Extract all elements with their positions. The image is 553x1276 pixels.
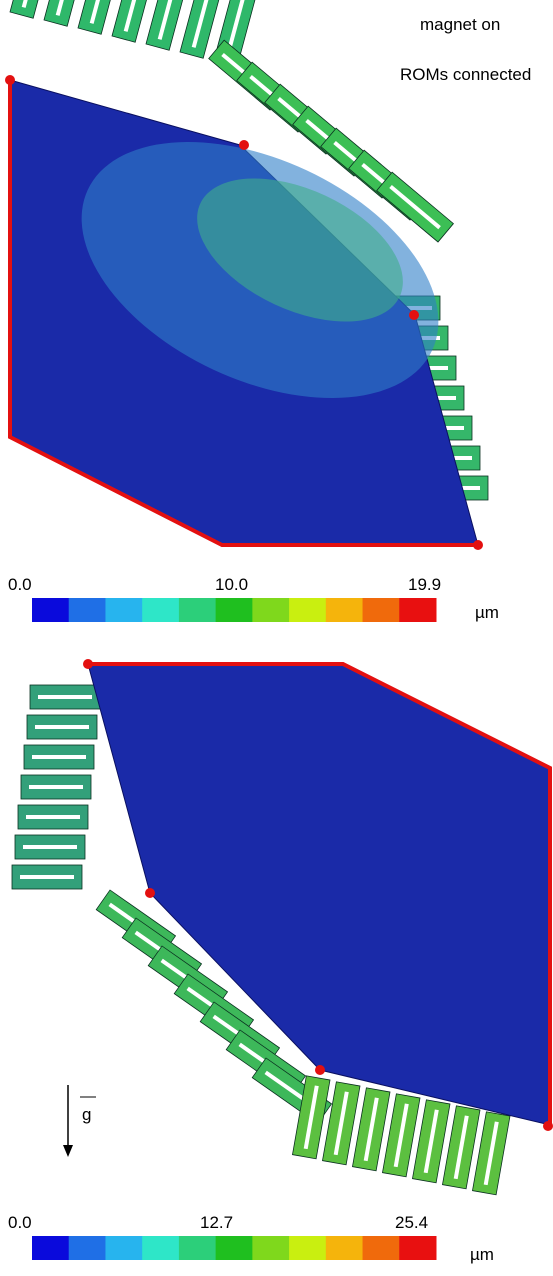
colorbar [32, 598, 437, 622]
colorbar-segment [68, 1236, 106, 1260]
deformation-field [197, 178, 403, 322]
finger-gap [393, 1103, 409, 1168]
finger [376, 171, 454, 243]
finger-gap [423, 1109, 439, 1174]
colorbar-segment [32, 1236, 70, 1260]
anchor-points [5, 75, 483, 550]
colorbar-max: 19.9 [408, 575, 441, 594]
finger-gap [55, 0, 77, 16]
colorbar-segment [362, 598, 400, 622]
finger-gap [389, 184, 441, 230]
status-label: magnet on [420, 15, 500, 34]
colorbar-segment [178, 598, 217, 622]
colorbar-segment [142, 1236, 180, 1260]
finger-gap [225, 0, 247, 56]
finger-gap [333, 1091, 349, 1156]
colorbar-segment [105, 598, 143, 622]
boundary [88, 662, 552, 1125]
finger [179, 0, 225, 59]
colorbar-segment [252, 1236, 290, 1260]
finger [145, 0, 191, 51]
colorbar-mid: 12.7 [200, 1213, 233, 1232]
finger-gap [157, 0, 179, 40]
finger-body [43, 0, 89, 27]
colorbar-segment [399, 598, 437, 622]
finger-gap [29, 785, 83, 789]
finger-body [77, 0, 123, 35]
finger [472, 1111, 511, 1196]
finger-gap [453, 1115, 469, 1180]
colorbar-segment [252, 598, 290, 622]
gravity-label: g [82, 1105, 91, 1124]
status-label: ROMs connected [400, 65, 531, 84]
colorbar-segment [142, 598, 180, 622]
finger [352, 1087, 391, 1172]
finger [412, 1099, 451, 1184]
colorbar-segment [32, 598, 70, 622]
finger [43, 0, 89, 27]
finger-gap [23, 845, 77, 849]
colorbar-max: 25.4 [395, 1213, 428, 1232]
colorbar-unit: µm [475, 603, 499, 622]
gravity-arrowhead [63, 1145, 73, 1157]
finger-gap [483, 1121, 499, 1186]
finger-gap [89, 0, 111, 24]
finger-body [9, 0, 55, 19]
finger [26, 714, 98, 740]
finger-gap [26, 815, 80, 819]
finger [17, 804, 89, 830]
finger-gap [363, 1097, 379, 1162]
colorbar-segment [399, 1236, 437, 1260]
colorbar-segment [215, 598, 253, 622]
colorbar-segment [325, 1236, 364, 1260]
finger [442, 1105, 481, 1190]
finger-gap [191, 0, 213, 48]
finger [20, 774, 92, 800]
colorbar-segment [325, 598, 364, 622]
finger-gap [38, 695, 92, 699]
anchor-points [83, 659, 553, 1131]
finger [14, 834, 86, 860]
colorbar-segment [215, 1236, 253, 1260]
finger [9, 0, 55, 19]
finger-gap [303, 1085, 319, 1150]
colorbar-mid: 10.0 [215, 575, 248, 594]
finger [23, 744, 95, 770]
finger [292, 1075, 331, 1160]
colorbar-segment [289, 1236, 327, 1260]
finger-gap [32, 755, 86, 759]
finger-gap [35, 725, 89, 729]
colorbar-unit: µm [470, 1245, 494, 1264]
finger [11, 864, 83, 890]
finger-gap [123, 0, 145, 32]
colorbar-segment [178, 1236, 217, 1260]
boundary [8, 80, 478, 547]
colorbar-segment [68, 598, 106, 622]
finger-gap [20, 875, 74, 879]
colorbar-segment [105, 1236, 143, 1260]
colorbar-segment [362, 1236, 400, 1260]
finger [29, 684, 101, 710]
colorbar-segment [289, 598, 327, 622]
finger [322, 1081, 361, 1166]
colorbar [32, 1236, 437, 1260]
finger [77, 0, 123, 35]
finger [382, 1093, 421, 1178]
finger [111, 0, 157, 43]
colorbar-min: 0.0 [8, 575, 32, 594]
colorbar-min: 0.0 [8, 1213, 32, 1232]
